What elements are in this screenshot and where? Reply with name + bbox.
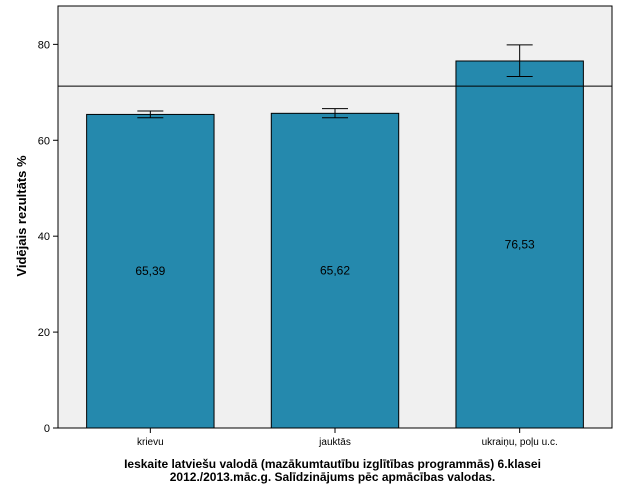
- bars-group: [86, 60, 584, 429]
- y-tick-label: 20: [38, 327, 50, 339]
- x-tick-label: ukraiņu, poļu u.c.: [482, 437, 558, 448]
- bar-value-label: 76,53: [505, 238, 535, 252]
- bar-value-label: 65,39: [135, 264, 165, 278]
- x-tick-label: krievu: [137, 437, 164, 448]
- y-tick-label: 40: [38, 231, 50, 243]
- chart-caption: Ieskaite latviešu valodā (mazākumtautību…: [40, 458, 625, 484]
- caption-line-2: 2012./2013.māc.g. Salīdzinājums pēc apmā…: [169, 470, 496, 484]
- caption-line-1: Ieskaite latviešu valodā (mazākumtautību…: [124, 457, 541, 471]
- y-axis-label: Vidējais rezultāts %: [14, 155, 29, 277]
- y-axis: 0 20 40 60 80: [38, 39, 58, 435]
- x-axis: krievu jauktās ukraiņu, poļu u.c.: [137, 428, 558, 448]
- y-tick-label: 60: [38, 135, 50, 147]
- x-tick-label: jauktās: [318, 437, 351, 448]
- y-tick-label: 0: [44, 423, 50, 435]
- value-labels-group: 65,39 65,62 76,53: [135, 238, 535, 279]
- bar-value-label: 65,62: [320, 264, 350, 278]
- error-bars-group: [137, 44, 533, 119]
- bar: [86, 113, 215, 429]
- bar: [270, 112, 400, 429]
- y-tick-label: 80: [38, 39, 50, 51]
